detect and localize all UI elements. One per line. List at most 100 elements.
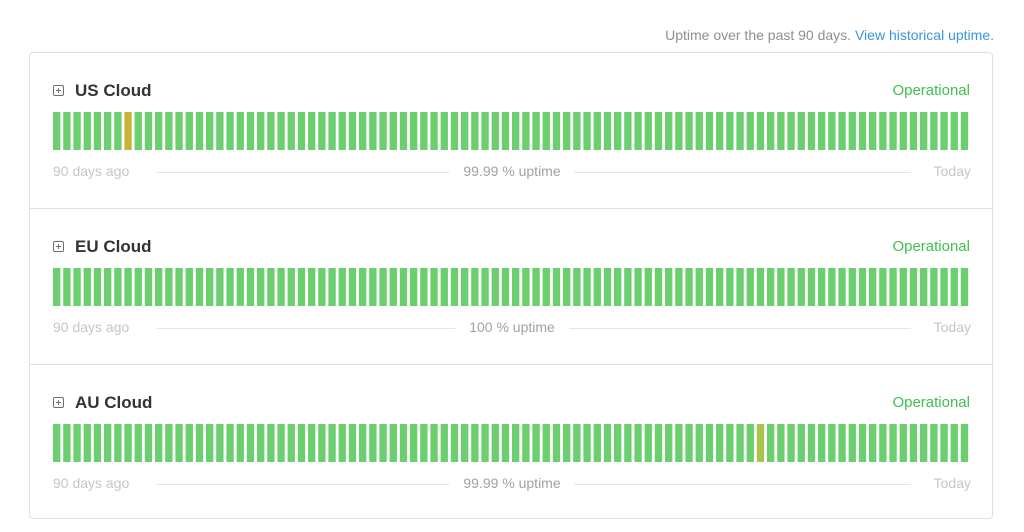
uptime-day-bar[interactable] [297, 268, 306, 306]
uptime-day-bar[interactable] [848, 112, 856, 150]
uptime-day-bar[interactable] [950, 268, 958, 306]
uptime-day-bar[interactable] [522, 112, 530, 150]
uptime-day-bar[interactable] [807, 112, 816, 150]
uptime-day-bar[interactable] [297, 112, 306, 150]
uptime-day-bar[interactable] [950, 112, 958, 150]
uptime-day-bar[interactable] [379, 424, 387, 462]
uptime-day-bar[interactable] [93, 424, 102, 462]
uptime-day-bar[interactable] [430, 424, 438, 462]
uptime-day-bar[interactable] [73, 112, 81, 150]
uptime-day-bar[interactable] [654, 424, 663, 462]
uptime-day-bar[interactable] [644, 268, 652, 306]
uptime-day-bar[interactable] [175, 268, 183, 306]
view-historical-uptime-link[interactable]: View historical uptime. [854, 27, 994, 43]
uptime-day-bar[interactable] [359, 112, 367, 150]
uptime-day-bar[interactable] [532, 268, 540, 306]
uptime-day-bar[interactable] [124, 424, 132, 462]
uptime-day-bar[interactable] [410, 112, 418, 150]
uptime-day-bar[interactable] [858, 112, 867, 150]
uptime-day-bar[interactable] [165, 424, 173, 462]
expand-plus-icon[interactable] [53, 241, 64, 252]
uptime-day-bar[interactable] [297, 424, 306, 462]
uptime-day-bar[interactable] [818, 112, 826, 150]
uptime-day-bar[interactable] [930, 268, 938, 306]
uptime-day-bar[interactable] [73, 424, 81, 462]
uptime-day-bar[interactable] [491, 424, 499, 462]
uptime-day-bar[interactable] [787, 112, 795, 150]
uptime-day-bar[interactable] [879, 112, 887, 150]
uptime-day-bar[interactable] [481, 268, 489, 306]
uptime-day-bar[interactable] [338, 112, 346, 150]
uptime-day-bar[interactable] [726, 424, 734, 462]
uptime-day-bar[interactable] [879, 268, 887, 306]
uptime-day-bar[interactable] [318, 268, 326, 306]
uptime-day-bar[interactable] [654, 112, 663, 150]
uptime-day-bar[interactable] [226, 112, 234, 150]
uptime-day-bar[interactable] [675, 112, 683, 150]
uptime-day-bar[interactable] [379, 112, 387, 150]
uptime-day-bar[interactable] [206, 112, 214, 150]
uptime-day-bar[interactable] [267, 268, 275, 306]
uptime-day-bar[interactable] [246, 268, 255, 306]
uptime-day-bar[interactable] [93, 268, 102, 306]
uptime-day-bar[interactable] [501, 112, 510, 150]
uptime-day-bar[interactable] [369, 112, 377, 150]
uptime-day-bar[interactable] [144, 268, 153, 306]
uptime-day-bar[interactable] [63, 424, 71, 462]
uptime-day-bar[interactable] [593, 424, 601, 462]
uptime-day-bar[interactable] [920, 112, 928, 150]
uptime-day-bar[interactable] [828, 268, 836, 306]
uptime-day-bar[interactable] [532, 424, 540, 462]
uptime-day-bar[interactable] [195, 268, 204, 306]
uptime-day-bar[interactable] [705, 268, 714, 306]
uptime-day-bar[interactable] [583, 424, 591, 462]
uptime-day-bar[interactable] [155, 268, 163, 306]
uptime-day-bar[interactable] [838, 424, 846, 462]
uptime-day-bar[interactable] [654, 268, 663, 306]
uptime-day-bar[interactable] [777, 424, 785, 462]
uptime-day-bar[interactable] [573, 424, 581, 462]
uptime-day-bar[interactable] [899, 268, 907, 306]
uptime-day-bar[interactable] [338, 268, 346, 306]
uptime-day-bar[interactable] [379, 268, 387, 306]
uptime-day-bar[interactable] [665, 112, 673, 150]
uptime-day-bar[interactable] [410, 268, 418, 306]
uptime-day-bar[interactable] [685, 112, 693, 150]
uptime-day-bar[interactable] [53, 268, 61, 306]
uptime-day-bar[interactable] [909, 112, 918, 150]
uptime-day-bar[interactable] [940, 424, 948, 462]
uptime-day-bar[interactable] [471, 112, 479, 150]
uptime-day-bar[interactable] [797, 268, 805, 306]
uptime-day-bar[interactable] [614, 424, 622, 462]
uptime-day-bar[interactable] [206, 424, 214, 462]
uptime-day-bar[interactable] [818, 268, 826, 306]
uptime-day-bar[interactable] [563, 112, 571, 150]
uptime-day-bar[interactable] [440, 268, 448, 306]
uptime-day-bar[interactable] [716, 268, 724, 306]
uptime-day-bar[interactable] [736, 268, 744, 306]
uptime-day-bar[interactable] [838, 268, 846, 306]
uptime-day-bar[interactable] [471, 268, 479, 306]
uptime-day-bar[interactable] [257, 112, 265, 150]
uptime-day-bar[interactable] [348, 112, 357, 150]
uptime-day-bar[interactable] [522, 268, 530, 306]
uptime-day-bar[interactable] [756, 424, 765, 462]
uptime-day-bar[interactable] [287, 268, 295, 306]
uptime-day-bar[interactable] [695, 112, 703, 150]
uptime-day-bar[interactable] [461, 112, 469, 150]
uptime-day-bar[interactable] [716, 424, 724, 462]
uptime-day-bar[interactable] [624, 424, 632, 462]
uptime-day-bar[interactable] [828, 112, 836, 150]
uptime-day-bar[interactable] [420, 424, 428, 462]
uptime-day-bar[interactable] [124, 268, 132, 306]
uptime-day-bar[interactable] [644, 424, 652, 462]
uptime-day-bar[interactable] [736, 112, 744, 150]
uptime-day-bar[interactable] [807, 424, 816, 462]
uptime-day-bar[interactable] [960, 268, 969, 306]
uptime-day-bar[interactable] [410, 424, 418, 462]
uptime-day-bar[interactable] [603, 112, 612, 150]
uptime-day-bar[interactable] [257, 268, 265, 306]
uptime-day-bar[interactable] [522, 424, 530, 462]
uptime-day-bar[interactable] [726, 268, 734, 306]
uptime-day-bar[interactable] [267, 112, 275, 150]
